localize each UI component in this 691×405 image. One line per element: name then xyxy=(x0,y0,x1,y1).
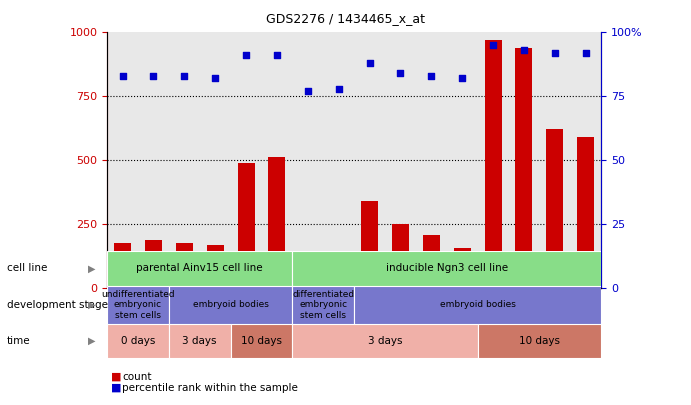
Text: development stage: development stage xyxy=(7,300,108,310)
Bar xyxy=(176,243,193,288)
Bar xyxy=(169,286,292,324)
Bar xyxy=(299,264,316,288)
Text: inducible Ngn3 cell line: inducible Ngn3 cell line xyxy=(386,263,508,273)
Bar xyxy=(423,235,440,288)
Point xyxy=(302,88,313,94)
Text: undifferentiated
embryonic
stem cells: undifferentiated embryonic stem cells xyxy=(101,290,175,320)
Text: 10 days: 10 days xyxy=(519,336,560,346)
Text: count: count xyxy=(122,372,152,382)
Point xyxy=(488,42,499,48)
Bar xyxy=(238,162,254,288)
Bar xyxy=(207,245,224,288)
Point xyxy=(179,72,190,79)
Text: 3 days: 3 days xyxy=(368,336,402,346)
Bar xyxy=(292,286,354,324)
Bar xyxy=(114,243,131,288)
Text: time: time xyxy=(7,336,30,346)
Text: differentiated
embryonic
stem cells: differentiated embryonic stem cells xyxy=(292,290,354,320)
Point xyxy=(426,72,437,79)
Text: cell line: cell line xyxy=(7,263,47,273)
Bar xyxy=(107,324,169,358)
Text: percentile rank within the sample: percentile rank within the sample xyxy=(122,383,299,392)
Bar xyxy=(145,240,162,288)
Point xyxy=(580,49,591,56)
Text: parental Ainv15 cell line: parental Ainv15 cell line xyxy=(136,263,263,273)
Point xyxy=(549,49,560,56)
Bar xyxy=(292,324,477,358)
Text: 3 days: 3 days xyxy=(182,336,217,346)
Bar xyxy=(292,251,601,286)
Bar xyxy=(515,48,533,288)
Text: ■: ■ xyxy=(111,383,121,392)
Bar xyxy=(577,137,594,288)
Text: 10 days: 10 days xyxy=(241,336,282,346)
Bar xyxy=(330,260,347,288)
Point xyxy=(457,75,468,81)
Bar xyxy=(107,286,169,324)
Bar xyxy=(354,286,601,324)
Text: embryoid bodies: embryoid bodies xyxy=(193,300,269,309)
Bar xyxy=(484,40,502,288)
Text: ▶: ▶ xyxy=(88,336,95,346)
Bar xyxy=(454,248,471,288)
Point xyxy=(117,72,128,79)
Bar xyxy=(268,158,285,288)
Text: ▶: ▶ xyxy=(88,263,95,273)
Point xyxy=(148,72,159,79)
Bar xyxy=(392,224,409,288)
Text: ▶: ▶ xyxy=(88,300,95,310)
Text: 0 days: 0 days xyxy=(121,336,155,346)
Text: embryoid bodies: embryoid bodies xyxy=(439,300,515,309)
Point xyxy=(518,47,529,53)
Text: ■: ■ xyxy=(111,372,121,382)
Text: GDS2276 / 1434465_x_at: GDS2276 / 1434465_x_at xyxy=(266,12,425,25)
Point xyxy=(209,75,220,81)
Point xyxy=(395,70,406,77)
Bar xyxy=(107,251,292,286)
Bar xyxy=(231,324,292,358)
Bar xyxy=(547,129,563,288)
Bar xyxy=(361,201,378,288)
Point xyxy=(272,52,283,59)
Point xyxy=(240,52,252,59)
Bar xyxy=(477,324,601,358)
Bar xyxy=(169,324,231,358)
Point xyxy=(333,85,344,92)
Point xyxy=(364,60,375,66)
